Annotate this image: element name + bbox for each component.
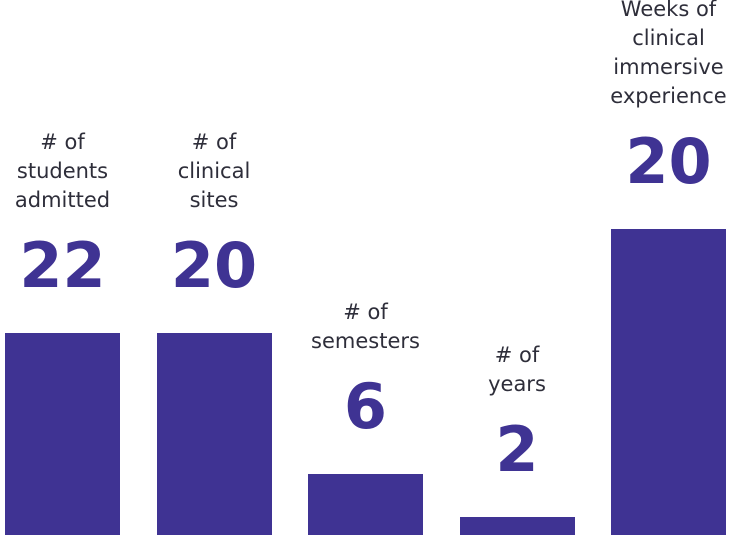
bar (611, 229, 726, 535)
category-label: # of students admitted (14, 130, 111, 212)
bar (308, 474, 423, 535)
category-label: # of clinical sites (177, 130, 251, 212)
data-label: 6 (343, 370, 388, 443)
category-label: # of semesters (311, 300, 420, 353)
category-label: # of years (488, 343, 546, 396)
data-label: 2 (495, 413, 539, 486)
data-label: 20 (625, 125, 712, 198)
bar (5, 333, 120, 535)
bar (156, 333, 272, 535)
data-label: 22 (19, 229, 106, 302)
category-label: Weeks of clinical immersive experience (610, 0, 727, 108)
data-label: 20 (170, 229, 258, 302)
bar (459, 517, 575, 535)
